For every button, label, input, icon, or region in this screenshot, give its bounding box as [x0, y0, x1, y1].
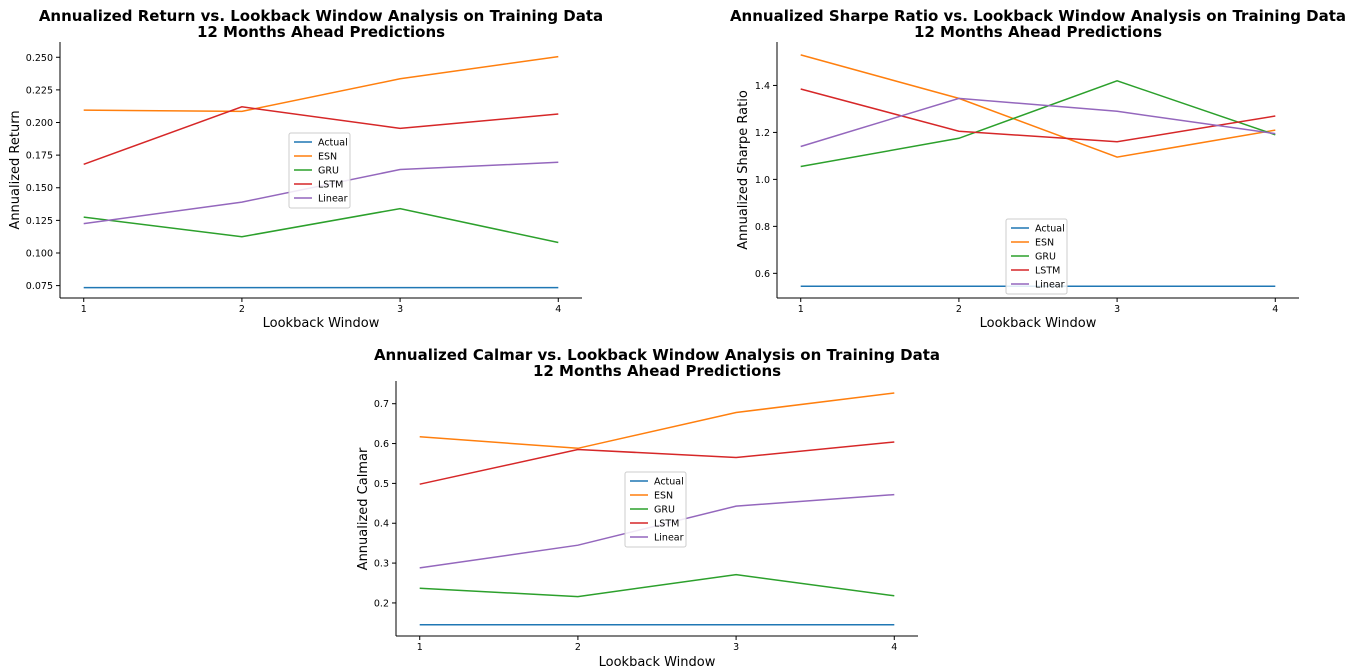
- y-tick-label: 0.7: [374, 399, 389, 410]
- legend-label-linear: Linear: [654, 533, 684, 544]
- y-tick-label: 0.3: [374, 559, 389, 570]
- y-tick-label: 0.6: [374, 439, 389, 450]
- series-line-lstm: [419, 441, 895, 485]
- y-tick-label: 1.4: [755, 81, 770, 92]
- chart-title-line-2: 12 Months Ahead Predictions: [914, 23, 1162, 41]
- legend-label-actual: Actual: [654, 477, 684, 488]
- y-tick-label: 0.100: [26, 248, 53, 259]
- legend-label-gru: GRU: [654, 505, 675, 516]
- y-tick-label: 0.4: [374, 519, 389, 530]
- x-tick-label: 4: [555, 304, 561, 315]
- y-tick-label: 0.6: [755, 269, 770, 280]
- legend-label-esn: ESN: [654, 491, 673, 502]
- y-tick-label: 0.250: [26, 53, 53, 64]
- y-tick-label: 0.150: [26, 183, 53, 194]
- x-tick-label: 2: [956, 304, 962, 315]
- legend-label-lstm: LSTM: [654, 519, 679, 530]
- legend-label-linear: Linear: [1035, 280, 1065, 291]
- chart-annualized-calmar: Annualized Calmar vs. Lookback Window An…: [356, 346, 940, 670]
- legend-box: [624, 471, 687, 548]
- series-line-esn: [83, 55, 559, 113]
- x-tick-label: 4: [1272, 304, 1278, 315]
- y-tick-label: 0.125: [26, 216, 53, 227]
- y-tick-label: 0.225: [26, 85, 53, 96]
- legend-label-actual: Actual: [1035, 224, 1065, 235]
- legend-label-gru: GRU: [1035, 252, 1056, 263]
- legend-label-lstm: LSTM: [318, 180, 343, 191]
- y-axis-label: Annualized Calmar: [356, 447, 371, 570]
- x-tick-label: 3: [397, 304, 403, 315]
- legend-box: [1005, 218, 1068, 295]
- series-line-gru: [83, 207, 559, 244]
- legend-label-linear: Linear: [318, 194, 348, 205]
- chart-title-line-2: 12 Months Ahead Predictions: [533, 362, 781, 380]
- x-axis-label: Lookback Window: [599, 655, 716, 670]
- y-tick-label: 0.175: [26, 151, 53, 162]
- chart-annualized-return: Annualized Return vs. Lookback Window An…: [8, 7, 603, 331]
- legend-label-gru: GRU: [318, 166, 339, 177]
- legend-label-actual: Actual: [318, 138, 348, 149]
- y-tick-label: 0.075: [26, 281, 53, 292]
- x-tick-label: 2: [239, 304, 245, 315]
- series-line-gru: [800, 80, 1276, 168]
- legend: Actual ESN GRU LSTM Linear: [624, 471, 687, 548]
- series-line-esn: [800, 54, 1276, 158]
- chart-title-line-2: 12 Months Ahead Predictions: [197, 23, 445, 41]
- series-line-lstm: [83, 106, 559, 166]
- x-axis-label: Lookback Window: [263, 316, 380, 331]
- chart-title-line-1: Annualized Sharpe Ratio vs. Lookback Win…: [730, 7, 1346, 25]
- legend: Actual ESN GRU LSTM Linear: [1005, 218, 1068, 295]
- legend-label-esn: ESN: [1035, 238, 1054, 249]
- y-tick-label: 0.5: [374, 479, 389, 490]
- x-tick-label: 1: [81, 304, 87, 315]
- y-tick-label: 0.200: [26, 118, 53, 129]
- x-tick-label: 4: [891, 642, 897, 653]
- x-tick-label: 1: [798, 304, 804, 315]
- y-axis-label: Annualized Sharpe Ratio: [736, 90, 751, 250]
- y-tick-label: 1.2: [755, 128, 770, 139]
- y-tick-label: 0.2: [374, 598, 389, 609]
- x-tick-label: 2: [575, 642, 581, 653]
- x-axis-label: Lookback Window: [980, 316, 1097, 331]
- y-tick-label: 1.0: [755, 175, 770, 186]
- legend: Actual ESN GRU LSTM Linear: [288, 132, 351, 209]
- x-tick-label: 3: [1114, 304, 1120, 315]
- x-tick-label: 1: [417, 642, 423, 653]
- y-axis-label: Annualized Return: [8, 110, 23, 229]
- chart-title-line-1: Annualized Return vs. Lookback Window An…: [39, 7, 603, 25]
- chart-annualized-sharpe-ratio: Annualized Sharpe Ratio vs. Lookback Win…: [730, 7, 1346, 331]
- series-line-gru: [419, 573, 895, 598]
- legend-label-esn: ESN: [318, 152, 337, 163]
- x-tick-label: 3: [733, 642, 739, 653]
- chart-title-line-1: Annualized Calmar vs. Lookback Window An…: [374, 346, 940, 364]
- series-line-linear: [800, 97, 1276, 148]
- series-line-esn: [419, 392, 895, 450]
- legend-label-lstm: LSTM: [1035, 266, 1060, 277]
- y-tick-label: 0.8: [755, 222, 770, 233]
- legend-box: [288, 132, 351, 209]
- series-line-lstm: [800, 88, 1276, 143]
